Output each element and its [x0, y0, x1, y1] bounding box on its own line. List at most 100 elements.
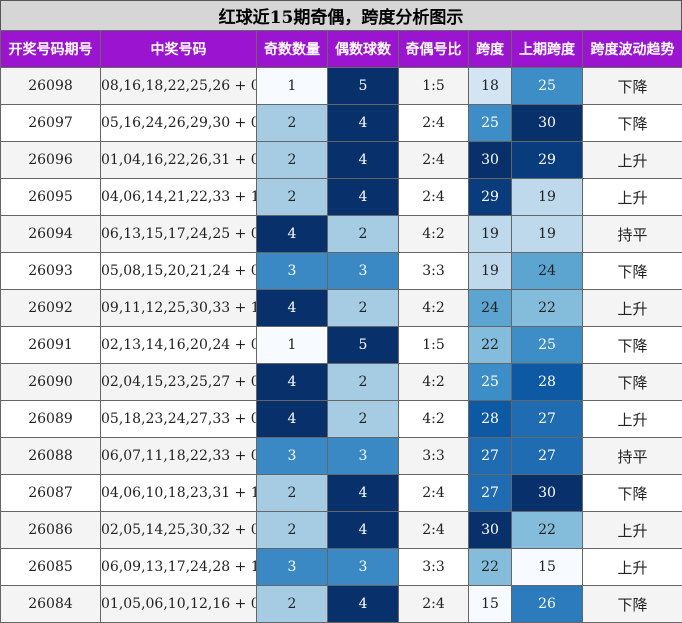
trend-cell: 持平	[583, 216, 682, 253]
prev-span-cell: 29	[512, 142, 583, 179]
span-cell: 25	[469, 105, 512, 142]
numbers-cell: 02,05,14,25,30,32 + 05	[101, 512, 257, 549]
prev-span-cell: 24	[512, 253, 583, 290]
issue-cell: 26089	[1, 401, 101, 438]
issue-cell: 26091	[1, 327, 101, 364]
issue-cell: 26092	[1, 290, 101, 327]
issue-cell: 26087	[1, 475, 101, 512]
numbers-cell: 08,16,18,22,25,26 + 07	[101, 68, 257, 105]
odd-count-cell: 2	[257, 179, 328, 216]
trend-cell: 下降	[583, 475, 682, 512]
ratio-cell: 2:4	[399, 105, 469, 142]
header-issue: 开奖号码期号	[1, 31, 101, 68]
numbers-cell: 06,07,11,18,22,33 + 05	[101, 438, 257, 475]
page-title: 红球近15期奇偶，跨度分析图示	[0, 0, 682, 31]
issue-cell: 26086	[1, 512, 101, 549]
issue-cell: 26098	[1, 68, 101, 105]
span-cell: 24	[469, 290, 512, 327]
ratio-cell: 4:2	[399, 364, 469, 401]
prev-span-cell: 26	[512, 586, 583, 623]
ratio-cell: 3:3	[399, 438, 469, 475]
issue-cell: 26097	[1, 105, 101, 142]
odd-count-cell: 4	[257, 401, 328, 438]
ratio-cell: 4:2	[399, 216, 469, 253]
ratio-cell: 1:5	[399, 68, 469, 105]
numbers-cell: 04,06,10,18,23,31 + 11	[101, 475, 257, 512]
issue-cell: 26088	[1, 438, 101, 475]
span-cell: 28	[469, 401, 512, 438]
header-numbers: 中奖号码	[101, 31, 257, 68]
issue-cell: 26093	[1, 253, 101, 290]
prev-span-cell: 27	[512, 438, 583, 475]
span-cell: 25	[469, 364, 512, 401]
trend-cell: 下降	[583, 327, 682, 364]
odd-count-cell: 2	[257, 512, 328, 549]
span-cell: 19	[469, 253, 512, 290]
odd-count-cell: 4	[257, 290, 328, 327]
span-cell: 15	[469, 586, 512, 623]
numbers-cell: 01,04,16,22,26,31 + 04	[101, 142, 257, 179]
numbers-cell: 04,06,14,21,22,33 + 16	[101, 179, 257, 216]
prev-span-cell: 22	[512, 290, 583, 327]
trend-cell: 上升	[583, 512, 682, 549]
span-cell: 27	[469, 438, 512, 475]
header-even-count: 偶数球数	[328, 31, 399, 68]
header-span: 跨度	[469, 31, 512, 68]
even-count-cell: 2	[328, 216, 399, 253]
numbers-cell: 05,08,15,20,21,24 + 09	[101, 253, 257, 290]
even-count-cell: 4	[328, 475, 399, 512]
span-cell: 27	[469, 475, 512, 512]
even-count-cell: 5	[328, 327, 399, 364]
odd-count-cell: 2	[257, 142, 328, 179]
span-cell: 19	[469, 216, 512, 253]
odd-count-cell: 1	[257, 68, 328, 105]
even-count-cell: 2	[328, 290, 399, 327]
prev-span-cell: 30	[512, 475, 583, 512]
ratio-cell: 2:4	[399, 179, 469, 216]
even-count-cell: 3	[328, 549, 399, 586]
span-cell: 22	[469, 549, 512, 586]
prev-span-cell: 25	[512, 327, 583, 364]
trend-cell: 上升	[583, 290, 682, 327]
numbers-cell: 09,11,12,25,30,33 + 11	[101, 290, 257, 327]
even-count-cell: 2	[328, 364, 399, 401]
trend-cell: 上升	[583, 549, 682, 586]
odd-count-cell: 3	[257, 549, 328, 586]
numbers-cell: 05,16,24,26,29,30 + 02	[101, 105, 257, 142]
numbers-cell: 01,05,06,10,12,16 + 05	[101, 586, 257, 623]
issue-cell: 26096	[1, 142, 101, 179]
trend-cell: 上升	[583, 401, 682, 438]
header-row: 开奖号码期号 中奖号码 奇数数量 偶数球数 奇偶号比 跨度 上期跨度 跨度波动趋…	[1, 31, 682, 68]
ratio-cell: 4:2	[399, 290, 469, 327]
span-cell: 30	[469, 142, 512, 179]
numbers-cell: 05,18,23,24,27,33 + 03	[101, 401, 257, 438]
prev-span-cell: 30	[512, 105, 583, 142]
numbers-cell: 06,13,15,17,24,25 + 01	[101, 216, 257, 253]
header-odd-count: 奇数数量	[257, 31, 328, 68]
ratio-cell: 3:3	[399, 253, 469, 290]
span-cell: 22	[469, 327, 512, 364]
numbers-cell: 02,13,14,16,20,24 + 05	[101, 327, 257, 364]
even-count-cell: 3	[328, 253, 399, 290]
issue-cell: 26095	[1, 179, 101, 216]
trend-cell: 上升	[583, 179, 682, 216]
odd-count-cell: 2	[257, 105, 328, 142]
header-ratio: 奇偶号比	[399, 31, 469, 68]
odd-count-cell: 4	[257, 216, 328, 253]
prev-span-cell: 27	[512, 401, 583, 438]
prev-span-cell: 28	[512, 364, 583, 401]
even-count-cell: 3	[328, 438, 399, 475]
trend-cell: 下降	[583, 68, 682, 105]
even-count-cell: 4	[328, 512, 399, 549]
even-count-cell: 4	[328, 105, 399, 142]
span-cell: 30	[469, 512, 512, 549]
even-count-cell: 4	[328, 179, 399, 216]
even-count-cell: 4	[328, 142, 399, 179]
header-prev-span: 上期跨度	[512, 31, 583, 68]
